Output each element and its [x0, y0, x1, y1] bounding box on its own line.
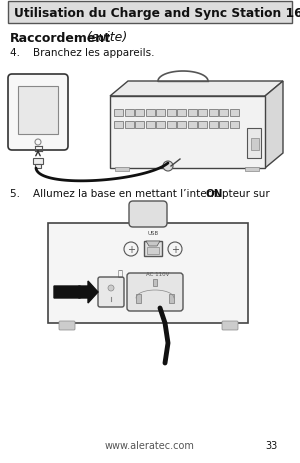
Text: ON: ON — [206, 188, 224, 199]
Text: www.aleratec.com: www.aleratec.com — [105, 440, 195, 450]
Text: 5.    Allumez la base en mettant l’interrupteur sur: 5. Allumez la base en mettant l’interrup… — [10, 188, 273, 199]
Text: USB: USB — [147, 231, 159, 236]
Bar — [48, 224, 248, 323]
Text: +: + — [171, 244, 179, 255]
Bar — [114, 110, 123, 117]
Bar — [33, 159, 43, 165]
Circle shape — [163, 162, 173, 172]
Bar — [251, 139, 259, 150]
Bar — [153, 279, 157, 287]
Bar — [115, 168, 129, 172]
FancyBboxPatch shape — [8, 2, 292, 24]
Polygon shape — [110, 82, 283, 97]
Text: 33: 33 — [266, 440, 278, 450]
FancyBboxPatch shape — [59, 321, 75, 330]
Bar — [208, 110, 217, 117]
Text: +: + — [127, 244, 135, 255]
Polygon shape — [54, 282, 98, 303]
Bar — [177, 110, 186, 117]
FancyBboxPatch shape — [129, 201, 167, 227]
Polygon shape — [265, 82, 283, 169]
Bar — [124, 110, 134, 117]
Circle shape — [108, 285, 114, 291]
Bar — [208, 122, 217, 129]
Bar — [247, 129, 261, 159]
Bar — [219, 122, 228, 129]
FancyBboxPatch shape — [98, 277, 124, 307]
Text: AC 110V: AC 110V — [146, 271, 170, 276]
Bar — [167, 110, 176, 117]
Bar — [177, 122, 186, 129]
Bar — [167, 122, 176, 129]
Text: Utilisation du Charge and Sync Station 16: Utilisation du Charge and Sync Station 1… — [14, 6, 300, 19]
Bar — [147, 247, 159, 255]
Bar — [245, 168, 259, 172]
Bar — [110, 97, 265, 169]
Bar — [146, 122, 154, 129]
Bar — [230, 110, 238, 117]
Bar — [219, 110, 228, 117]
Bar — [169, 294, 174, 303]
Bar — [114, 122, 123, 129]
Bar — [188, 110, 196, 117]
Bar — [135, 122, 144, 129]
Circle shape — [35, 140, 41, 146]
Text: Raccordement: Raccordement — [10, 31, 111, 44]
Text: ⏻: ⏻ — [118, 269, 122, 278]
FancyBboxPatch shape — [222, 321, 238, 330]
Bar — [135, 110, 144, 117]
Bar — [156, 110, 165, 117]
FancyBboxPatch shape — [127, 274, 183, 311]
Bar — [156, 122, 165, 129]
Text: .: . — [222, 188, 225, 199]
FancyBboxPatch shape — [8, 75, 68, 150]
Bar — [188, 122, 196, 129]
Bar — [136, 294, 141, 303]
Bar — [124, 122, 134, 129]
Bar — [230, 122, 238, 129]
Bar — [198, 122, 207, 129]
Text: 4.    Branchez les appareils.: 4. Branchez les appareils. — [10, 48, 154, 58]
Bar — [35, 165, 41, 169]
Bar — [198, 110, 207, 117]
Bar — [144, 242, 162, 257]
Polygon shape — [146, 242, 160, 246]
Bar — [18, 87, 58, 135]
Text: (suite): (suite) — [83, 31, 127, 44]
Bar — [146, 110, 154, 117]
